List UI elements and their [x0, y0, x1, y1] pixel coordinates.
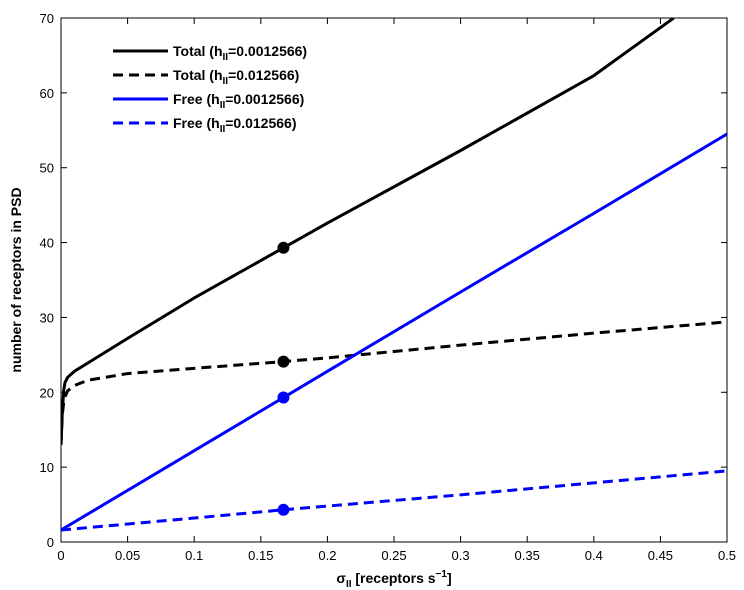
- y-tick-label: 30: [40, 310, 54, 325]
- legend-label-pre: Free (h: [173, 91, 220, 107]
- series-marker-3: [277, 391, 290, 404]
- legend-label-post: =0.012566): [228, 67, 299, 83]
- y-tick-label: 0: [47, 535, 54, 550]
- x-tick-label: 0.5: [718, 548, 736, 563]
- x-tick-label: 0.45: [648, 548, 673, 563]
- y-tick-label: 40: [40, 236, 54, 251]
- x-axis-label-base: σ: [336, 570, 346, 586]
- x-axis-label-sub: II: [346, 579, 352, 590]
- x-tick-label: 0.3: [452, 548, 470, 563]
- x-tick-label: 0.25: [381, 548, 406, 563]
- legend-label-pre: Free (h: [173, 115, 220, 131]
- legend-label-post: =0.012566): [225, 115, 296, 131]
- series-line-2: [61, 320, 727, 445]
- x-axis-label-end: ]: [447, 570, 452, 586]
- x-axis-label-sup: −1: [436, 569, 448, 580]
- x-tick-label: 0.15: [248, 548, 273, 563]
- y-tick-label: 10: [40, 460, 54, 475]
- legend-label-2: Total (hII=0.012566): [173, 67, 299, 87]
- x-tick-label: 0.2: [318, 548, 336, 563]
- legend-label-1: Total (hII=0.0012566): [173, 43, 307, 63]
- legend-label-pre: Total (h: [173, 43, 223, 59]
- x-tick-label: 0.1: [185, 548, 203, 563]
- x-tick-label: 0.4: [585, 548, 603, 563]
- y-tick-label: 70: [40, 11, 54, 26]
- legend-label-pre: Total (h: [173, 67, 223, 83]
- x-tick-label: 0: [57, 548, 64, 563]
- y-axis-label: number of receptors in PSD: [8, 187, 24, 372]
- series-marker-2: [277, 355, 290, 368]
- y-tick-label: 20: [40, 385, 54, 400]
- y-tick-label: 60: [40, 86, 54, 101]
- series-line-4: [61, 469, 727, 532]
- legend-label-sub: II: [223, 52, 229, 63]
- series-line-3: [61, 132, 727, 532]
- legend-label-post: =0.0012566): [228, 43, 307, 59]
- legend-label-post: =0.0012566): [225, 91, 304, 107]
- legend-label-sub: II: [220, 100, 226, 111]
- x-axis-label: σII [receptors s−1]: [336, 569, 451, 590]
- series-marker-1: [277, 241, 290, 254]
- legend-label-sub: II: [220, 124, 226, 135]
- y-tick-label: 50: [40, 161, 54, 176]
- x-tick-label: 0.05: [115, 548, 140, 563]
- x-axis-label-main: [receptors s: [352, 570, 436, 586]
- x-tick-label: 0.35: [515, 548, 540, 563]
- legend-label-sub: II: [223, 76, 229, 87]
- axes-layer: 0 0.05 0.1 0.15 0.2 0.25 0.3 0.35 0.4 0.45 0.5 0 10 2…: [40, 11, 737, 563]
- series-layer: [61, 18, 727, 532]
- legend-label-3: Free (hII=0.0012566): [173, 91, 304, 111]
- series-marker-4: [277, 503, 290, 516]
- plot-area: [60, 17, 728, 543]
- legend: Total (hII=0.0012566)Total (hII=0.012566…: [113, 43, 307, 135]
- legend-label-4: Free (hII=0.012566): [173, 115, 296, 135]
- series-line-1: [61, 18, 675, 445]
